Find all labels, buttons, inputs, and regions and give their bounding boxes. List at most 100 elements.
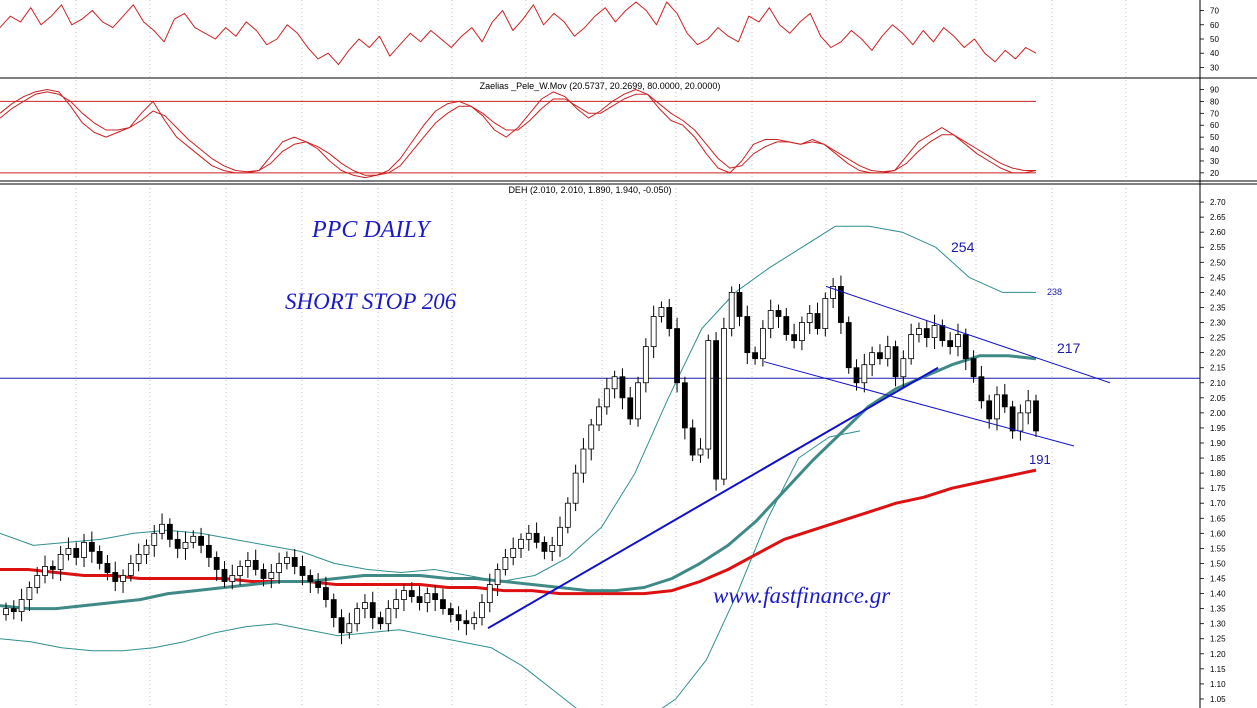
y-tick-label: 1.85	[1210, 454, 1226, 463]
price-panel-title: DEH (2.010, 2.010, 1.890, 1.940, -0.050)	[508, 185, 671, 195]
candlestick	[416, 596, 423, 603]
candlestick	[120, 575, 126, 582]
candlestick	[814, 313, 821, 329]
annotation-stop: SHORT STOP 206	[285, 289, 457, 314]
y-tick-label: 1.40	[1210, 590, 1226, 599]
candlestick	[838, 285, 844, 323]
candlestick	[744, 316, 751, 354]
y-tick-label: 90	[1210, 86, 1219, 95]
candlestick	[26, 587, 33, 600]
y-tick-label: 2.00	[1210, 409, 1226, 418]
candlestick	[65, 547, 72, 555]
candlestick	[564, 502, 571, 528]
candlestick	[463, 620, 470, 625]
candlestick	[502, 557, 509, 570]
candlestick	[299, 566, 306, 576]
y-tick-label: 1.65	[1210, 514, 1226, 523]
candlestick	[96, 551, 103, 564]
candlestick	[533, 532, 540, 543]
candlestick	[1033, 400, 1039, 432]
candlestick	[307, 575, 314, 582]
candlestick	[291, 557, 298, 567]
candlestick	[916, 328, 922, 335]
candlestick	[127, 563, 134, 576]
candlestick	[1009, 406, 1016, 432]
candlestick	[853, 367, 860, 384]
candlestick	[596, 406, 602, 426]
candlestick	[260, 569, 267, 579]
candlestick	[666, 307, 673, 329]
candlestick	[697, 448, 704, 456]
candlestick	[205, 544, 212, 558]
y-tick-label: 2.35	[1210, 303, 1226, 312]
candlestick	[401, 590, 407, 600]
candlestick	[3, 608, 9, 616]
candlestick	[791, 334, 798, 341]
candlestick	[471, 617, 478, 625]
candlestick	[588, 424, 595, 450]
candlestick	[806, 313, 813, 323]
candlestick	[447, 608, 454, 616]
candlestick	[34, 575, 41, 588]
candlestick	[346, 623, 353, 634]
candlestick	[494, 569, 501, 585]
candlestick	[166, 523, 173, 540]
candlestick	[759, 328, 766, 360]
candlestick	[705, 340, 712, 450]
annotation-title: PPC DAILY	[311, 217, 432, 243]
price-axes: 30 40 50 60 70 20 30 40 50 60 70 80 90 1.05 1.10 1.15 1.…	[1200, 7, 1226, 704]
candlestick	[518, 538, 524, 549]
candlestick	[42, 566, 48, 576]
y-tick-label: 1.70	[1210, 499, 1226, 508]
candlestick	[1017, 412, 1024, 432]
candlestick	[970, 358, 977, 378]
candlestick	[284, 557, 290, 564]
candlestick	[159, 523, 165, 534]
candlestick	[674, 328, 680, 384]
candlestick	[440, 599, 446, 610]
candlestick	[104, 563, 111, 573]
candlestick	[947, 340, 954, 348]
annotation-website: www.fastfinance.gr	[713, 583, 891, 608]
top-oscillator-panel	[0, 1, 1037, 66]
y-tick-label: 2.30	[1210, 319, 1226, 328]
y-tick-label: 70	[1210, 7, 1219, 16]
stochastic-line	[0, 91, 1036, 176]
y-tick-label: 2.65	[1210, 213, 1226, 222]
level-label-238: 238	[1047, 287, 1062, 297]
candlestick	[135, 554, 142, 564]
candlestick	[908, 334, 915, 360]
candlestick	[978, 376, 985, 402]
y-tick-label: 2.40	[1210, 288, 1226, 297]
y-tick-label: 2.50	[1210, 258, 1226, 267]
candlestick	[650, 316, 657, 348]
stochastic-line	[0, 89, 1037, 179]
candlestick	[627, 397, 634, 420]
candlestick	[424, 593, 431, 603]
candlestick	[549, 544, 556, 552]
candlestick	[962, 334, 969, 360]
candlestick	[845, 322, 852, 369]
y-tick-label: 2.60	[1210, 228, 1226, 237]
candlestick	[330, 599, 337, 619]
y-tick-label: 2.55	[1210, 243, 1226, 252]
y-tick-label: 2.15	[1210, 364, 1226, 373]
candlestick	[143, 544, 150, 555]
candlestick	[174, 538, 181, 549]
y-tick-label: 1.90	[1210, 439, 1226, 448]
candlestick	[635, 382, 641, 420]
y-tick-label: 1.30	[1210, 620, 1226, 629]
candlestick	[736, 292, 743, 317]
candlestick	[229, 575, 236, 582]
candlestick	[18, 599, 25, 613]
candlestick	[73, 547, 80, 558]
candlestick	[221, 569, 228, 582]
candlestick	[892, 346, 899, 378]
candlestick	[783, 316, 790, 335]
candlestick	[775, 310, 782, 317]
stochastic-panel	[0, 89, 1037, 179]
candlestick	[900, 358, 907, 378]
candlestick	[486, 584, 493, 603]
candlestick	[455, 614, 462, 622]
y-tick-label: 1.80	[1210, 469, 1226, 478]
